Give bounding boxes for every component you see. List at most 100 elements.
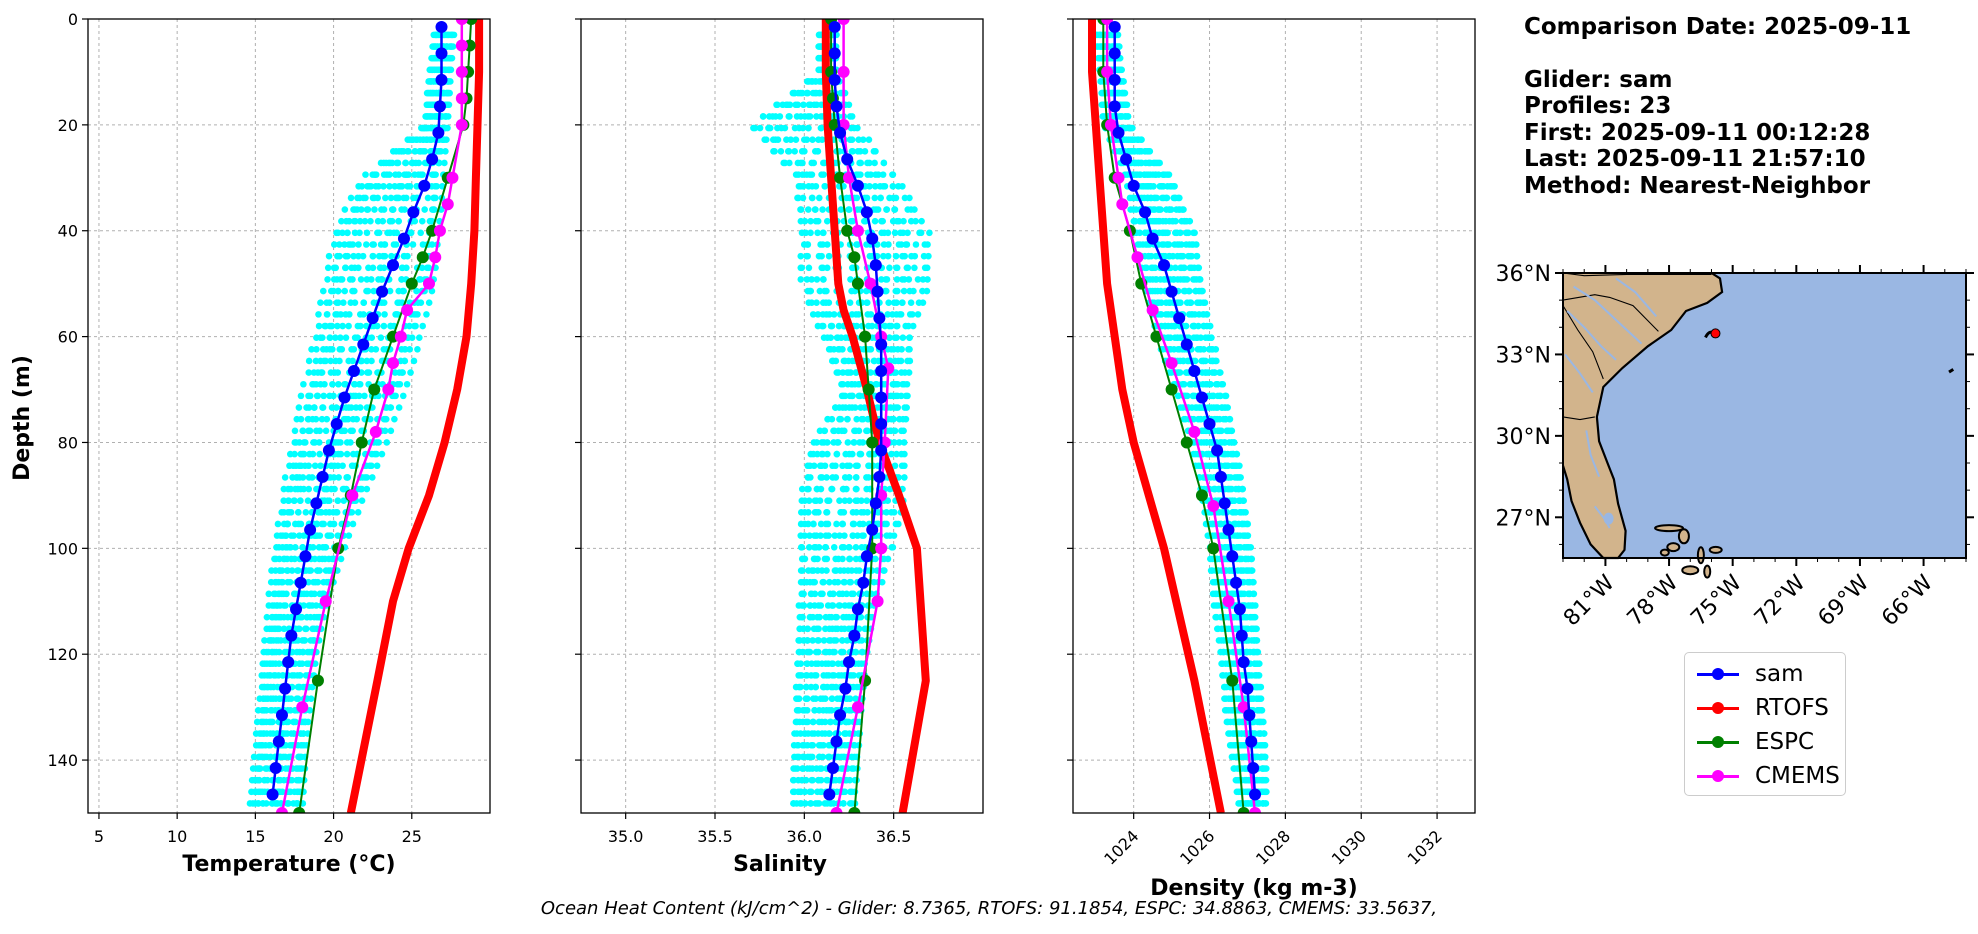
- profile-point: [910, 287, 917, 295]
- series-marker-sam: [1230, 576, 1243, 589]
- profile-point: [818, 124, 825, 132]
- series-marker-espc: [1195, 489, 1208, 502]
- profile-point: [1218, 380, 1226, 388]
- profile-point: [911, 264, 918, 272]
- profile-point: [804, 520, 812, 528]
- profile-point: [1199, 299, 1207, 307]
- salinity-axis-label: Salinity: [733, 852, 827, 877]
- profile-point: [1176, 369, 1184, 376]
- profile-point: [797, 520, 805, 528]
- profile-point: [803, 637, 811, 644]
- series-marker-cmems: [394, 330, 407, 343]
- profile-point: [305, 404, 313, 411]
- profile-point: [334, 299, 342, 307]
- profile-point: [291, 450, 298, 458]
- profile-point: [808, 276, 815, 283]
- profile-point: [297, 753, 304, 761]
- profile-point: [1195, 322, 1202, 330]
- series-marker-espc: [1150, 330, 1163, 343]
- series-marker-sam: [1108, 20, 1121, 33]
- profile-point: [374, 217, 382, 225]
- profile-point: [1167, 206, 1175, 213]
- profile-point: [1151, 264, 1159, 272]
- profile-point: [329, 346, 336, 353]
- profile-point: [1127, 124, 1135, 132]
- profile-point: [1155, 229, 1163, 237]
- profile-point: [871, 194, 879, 202]
- profile-point: [800, 101, 807, 109]
- profile-point: [307, 695, 315, 702]
- profile-point: [839, 555, 846, 563]
- profile-point: [298, 660, 306, 668]
- series-marker-sam: [1233, 603, 1246, 616]
- lon-label: 75°W: [1686, 570, 1747, 631]
- profile-point: [907, 299, 915, 307]
- profile-point: [403, 380, 411, 388]
- series-marker-cmems: [382, 383, 395, 396]
- profile-point: [323, 311, 331, 318]
- profile-point: [823, 241, 831, 248]
- axes-frame: [1072, 18, 1476, 814]
- profile-point: [829, 672, 836, 679]
- lat-label: 27°N: [1496, 506, 1551, 531]
- profile-point: [797, 276, 805, 283]
- profile-point: [846, 497, 853, 504]
- profile-point: [797, 578, 805, 586]
- profile-point: [1261, 741, 1269, 749]
- profile-point: [848, 567, 856, 574]
- profile-point: [344, 474, 352, 481]
- profile-point: [845, 206, 853, 213]
- series-marker-cmems: [319, 595, 332, 608]
- profile-point: [363, 474, 371, 481]
- bermuda: [1948, 368, 1955, 374]
- profile-point: [820, 637, 828, 644]
- axes-frame: [87, 18, 491, 814]
- profile-point: [386, 182, 393, 190]
- profile-point: [413, 287, 420, 295]
- profile-point: [397, 182, 405, 190]
- profile-point: [447, 66, 455, 74]
- series-marker-sam: [269, 762, 282, 775]
- profile-point: [817, 532, 824, 539]
- profile-point: [300, 485, 308, 493]
- series-marker-sam: [387, 259, 400, 272]
- profile-point: [802, 683, 810, 691]
- island: [1696, 546, 1705, 565]
- profile-point: [417, 229, 424, 237]
- profile-point: [810, 159, 818, 167]
- profile-point: [282, 602, 289, 609]
- series-marker-sam: [1180, 338, 1193, 351]
- glider-position-marker: [1710, 328, 1721, 339]
- profile-point: [846, 555, 853, 563]
- profile-point: [1200, 346, 1208, 353]
- profile-point: [797, 683, 804, 691]
- profile-point: [408, 334, 416, 341]
- profile-point: [331, 485, 338, 493]
- profile-point: [879, 217, 886, 225]
- x-tick-label: 1030: [1328, 826, 1370, 868]
- profile-point: [855, 392, 863, 400]
- profile-point: [256, 765, 264, 772]
- series-marker-sam: [316, 470, 329, 483]
- profile-point: [407, 229, 415, 237]
- profile-point: [897, 311, 905, 318]
- profile-point: [841, 392, 849, 400]
- profile-point: [306, 707, 314, 714]
- profile-point: [330, 287, 337, 295]
- profile-point: [380, 206, 388, 213]
- profile-point: [847, 578, 855, 586]
- profile-point: [804, 718, 812, 726]
- series-marker-sam: [875, 338, 888, 351]
- profile-point: [774, 136, 782, 143]
- profile-point: [840, 567, 848, 574]
- series-marker-sam: [1165, 285, 1178, 298]
- profile-point: [816, 462, 824, 470]
- series-marker-espc: [841, 224, 854, 237]
- profile-point: [812, 672, 820, 679]
- profile-point: [342, 264, 349, 272]
- lat-label: 36°N: [1496, 262, 1551, 287]
- series-marker-sam: [841, 153, 854, 166]
- profile-point: [421, 148, 429, 155]
- profile-point: [406, 346, 414, 353]
- profile-point: [381, 427, 389, 435]
